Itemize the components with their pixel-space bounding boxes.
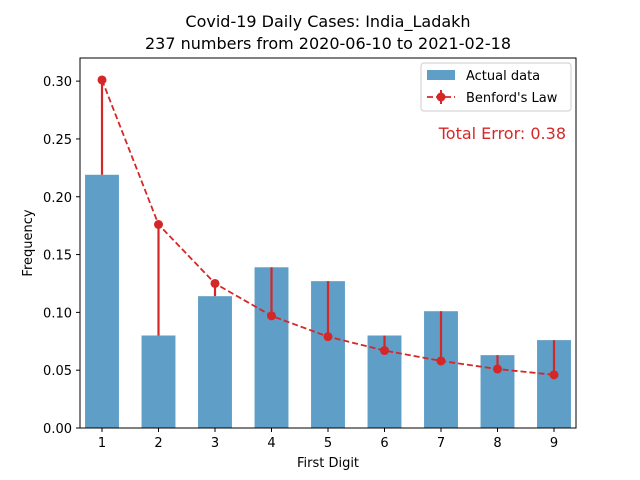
x-tick-label: 6: [380, 436, 388, 451]
x-axis-ticks: 1 2 3 4 5 6 7 8 9: [98, 428, 558, 451]
bars-group: [85, 174, 571, 428]
benford-point-digit-4: [267, 311, 276, 321]
legend: Actual data Benford's Law: [420, 62, 572, 112]
legend-label-benford: Benford's Law: [466, 91, 558, 106]
y-tick-label: 0.00: [43, 422, 72, 437]
y-axis-ticks: 0.00 0.05 0.10 0.15 0.20 0.25 0.30: [43, 75, 80, 437]
x-tick-label: 1: [98, 436, 106, 451]
benford-point-digit-1: [97, 75, 107, 85]
benford-point-digit-7: [436, 356, 446, 366]
y-axis-label: Frequency: [21, 209, 36, 276]
x-tick-label: 8: [493, 436, 501, 451]
x-tick-label: 5: [324, 436, 332, 451]
benford-markers-group: [97, 75, 559, 380]
benford-point-digit-9: [549, 370, 559, 380]
y-tick-label: 0.05: [43, 364, 72, 379]
benford-point-digit-2: [154, 220, 163, 229]
y-tick-label: 0.15: [43, 249, 72, 264]
bar-digit-3: [198, 296, 232, 428]
y-tick-label: 0.10: [43, 306, 72, 321]
legend-box: [420, 62, 572, 112]
y-tick-label: 0.30: [43, 75, 72, 90]
y-tick-label: 0.25: [43, 133, 72, 148]
bar-digit-1: [85, 174, 119, 428]
benford-point-digit-6: [380, 346, 389, 356]
x-tick-label: 7: [437, 436, 445, 451]
bar-digit-2: [141, 335, 176, 428]
benford-point-digit-8: [493, 364, 502, 374]
chart-title: Covid-19 Daily Cases: India_Ladakh: [185, 12, 470, 32]
benford-point-digit-5: [323, 332, 333, 342]
legend-label-actual: Actual data: [466, 69, 540, 84]
y-tick-label: 0.20: [43, 191, 72, 206]
x-tick-label: 2: [154, 436, 162, 451]
benford-point-digit-3: [210, 278, 220, 288]
x-tick-label: 9: [550, 436, 558, 451]
legend-swatch-benford-marker: [436, 92, 446, 102]
legend-swatch-actual: [427, 70, 455, 80]
x-tick-label: 4: [267, 436, 275, 451]
x-axis-label: First Digit: [297, 456, 359, 471]
x-tick-label: 3: [211, 436, 219, 451]
total-error-annotation: Total Error: 0.38: [438, 124, 566, 143]
chart-subtitle: 237 numbers from 2020-06-10 to 2021-02-1…: [145, 34, 511, 53]
error-lines-group: [100, 79, 556, 375]
